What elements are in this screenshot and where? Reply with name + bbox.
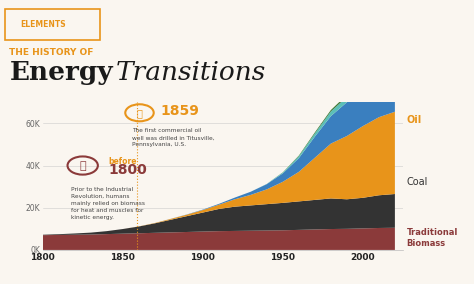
Text: Transitions: Transitions [116,60,266,85]
Text: The first commercial oil
well was drilled in Titusville,
Pennsylvania, U.S.: The first commercial oil well was drille… [132,128,215,147]
Text: 1859: 1859 [161,104,200,118]
Text: Traditional
Biomass: Traditional Biomass [407,228,458,248]
Text: ⛏: ⛏ [137,108,142,118]
Text: Coal: Coal [407,177,428,187]
Text: ELEMENTS: ELEMENTS [20,20,65,29]
Text: 1800: 1800 [109,163,147,177]
Text: 𝙏: 𝙏 [79,160,86,170]
Text: before: before [109,157,137,166]
Text: Oil: Oil [407,115,422,125]
Text: THE HISTORY OF: THE HISTORY OF [9,48,94,57]
Text: Prior to the Industrial
Revolution, humans
mainly relied on biomass
for heat and: Prior to the Industrial Revolution, huma… [71,187,145,220]
Text: Energy: Energy [9,60,113,85]
